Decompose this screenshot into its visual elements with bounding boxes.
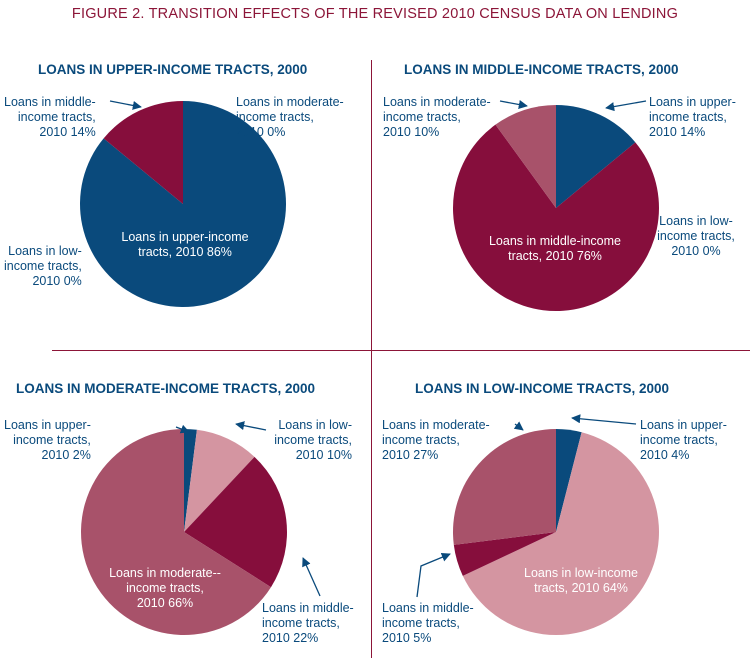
pie3-slice-low-income (184, 429, 255, 532)
pie2-label-upper-income: Loans in upper-income tracts, 2010 14% (649, 95, 736, 140)
pie2-slice-middle-income (452, 124, 659, 312)
label-line: income tracts, (13, 433, 91, 447)
pie4-arrow-2 (416, 552, 451, 598)
label-line: tracts, 2010 76% (508, 249, 602, 263)
label-line: 2010 5% (382, 631, 432, 645)
pie1-label-moderate-income: Loans in moderate-income tracts, 2010 0% (236, 95, 344, 140)
label-line: 2010 2% (41, 448, 91, 462)
label-line: 2010 10% (383, 125, 440, 139)
pie3-label-middle-income: Loans in middle-income tracts, 2010 22% (262, 601, 354, 646)
label-line: tracts, 2010 64% (534, 581, 628, 595)
pie2-arrow-2 (499, 100, 528, 109)
label-line: 2010 4% (640, 448, 690, 462)
pie3-slice-middle-income (184, 456, 288, 588)
label-line: income tracts, (262, 616, 340, 630)
label-line: Loans in moderate-- (109, 566, 221, 580)
label-line: income tracts, (382, 433, 460, 447)
pie3-label-upper-income: Loans in upper-income tracts, 2010 2% (4, 418, 91, 463)
horizontal-divider (52, 350, 750, 351)
pie3-arrow-3 (302, 557, 321, 597)
label-line: income tracts, (649, 110, 727, 124)
pie4-arrow-1 (571, 414, 637, 425)
label-line: income tracts, (236, 110, 314, 124)
label-line: 2010 22% (262, 631, 319, 645)
panel-title-middle: LOANS IN MIDDLE-INCOME TRACTS, 2000 (404, 62, 679, 77)
pie1-label-middle-income: Loans in middle-income tracts, 2010 14% (4, 95, 96, 140)
panel-title-upper: LOANS IN UPPER-INCOME TRACTS, 2000 (38, 62, 308, 77)
figure-title: FIGURE 2. TRANSITION EFFECTS OF THE REVI… (71, 6, 679, 22)
pie4-label-upper-income: Loans in upper-income tracts, 2010 4% (640, 418, 727, 463)
pie4-slice-upper-income (556, 429, 582, 532)
label-line: income tracts, (274, 433, 352, 447)
pie4-label-middle-income: Loans in middle-income tracts, 2010 5% (382, 601, 474, 646)
panel-title-low: LOANS IN LOW-INCOME TRACTS, 2000 (415, 381, 669, 396)
pie4-slice-low-income (462, 432, 659, 636)
label-line: Loans in upper- (640, 418, 727, 432)
pie2-arrow-1 (605, 100, 647, 112)
label-line: income tracts, (640, 433, 718, 447)
label-line: Loans in middle-income (488, 234, 621, 248)
label-line: 2010 27% (382, 448, 439, 462)
pie3-arrow-2 (235, 421, 267, 431)
label-line: 2010 0% (671, 244, 721, 258)
label-line: income tracts, (126, 581, 204, 595)
pie3-slice-upper-income (184, 429, 197, 532)
label-line: Loans in upper-income (121, 230, 249, 244)
pie3-arrow-1 (175, 424, 190, 434)
pie3-slice-moderate-income (81, 429, 271, 636)
pie2-label-moderate-income: Loans in moderate-income tracts, 2010 10% (383, 95, 491, 140)
vertical-divider (371, 60, 372, 658)
label-line: 2010 0% (32, 274, 82, 288)
label-line: 2010 66% (136, 596, 194, 610)
pie2-label-low-income: Loans in low-income tracts, 2010 0% (656, 214, 736, 259)
label-line: income tracts, (4, 259, 82, 273)
pie4-arrow-3 (513, 421, 524, 431)
label-line: income tracts, (17, 110, 96, 124)
label-line: 2010 0% (236, 125, 286, 139)
label-line: tracts, 2010 86% (138, 245, 232, 259)
pie3-label-low-income: Loans in low-income tracts, 2010 10% (272, 418, 352, 463)
pie3-label-moderate-income: Loans in moderate-- income tracts, 2010 66… (100, 566, 230, 611)
label-line: Loans in low- (8, 244, 82, 258)
label-line: 2010 10% (295, 448, 352, 462)
label-line: Loans in middle- (262, 601, 354, 615)
label-line: income tracts, (383, 110, 461, 124)
label-line: 2010 14% (649, 125, 706, 139)
label-line: income tracts, (657, 229, 735, 243)
pie4-label-moderate-income: Loans in moderate-income tracts, 2010 27% (382, 418, 490, 463)
pie1-slice-upper-income (80, 101, 287, 307)
label-line: Loans in moderate- (383, 95, 491, 109)
label-line: income tracts, (382, 616, 460, 630)
label-line: Loans in moderate- (236, 95, 344, 109)
label-line: Loans in low- (278, 418, 352, 432)
label-line: Loans in low- (659, 214, 733, 228)
pie2-slice-upper-income (556, 105, 636, 208)
pie1-label-low-income: Loans in low-income tracts, 2010 0% (4, 244, 82, 289)
label-line: Loans in upper- (649, 95, 736, 109)
pie1-label-upper-income: Loans in upper-income tracts, 2010 86% (115, 230, 255, 260)
label-line: Loans in moderate- (382, 418, 490, 432)
pie1-arrow-1 (109, 100, 142, 110)
label-line: 2010 14% (39, 125, 96, 139)
label-line: Loans in upper- (4, 418, 91, 432)
pie1-slice-middle-income (103, 101, 183, 204)
pie4-slice-middle-income (453, 532, 556, 576)
label-line: Loans in low-income (524, 566, 638, 580)
pie4-slice-moderate-income (452, 428, 556, 545)
pie4-label-low-income: Loans in low-income tracts, 2010 64% (516, 566, 646, 596)
pie2-label-middle-income: Loans in middle-income tracts, 2010 76% (480, 234, 630, 264)
label-line: Loans in middle- (4, 95, 96, 109)
panel-title-moderate: LOANS IN MODERATE-INCOME TRACTS, 2000 (16, 381, 316, 396)
pie2-slice-moderate-income (495, 105, 556, 208)
label-line: Loans in middle- (382, 601, 474, 615)
